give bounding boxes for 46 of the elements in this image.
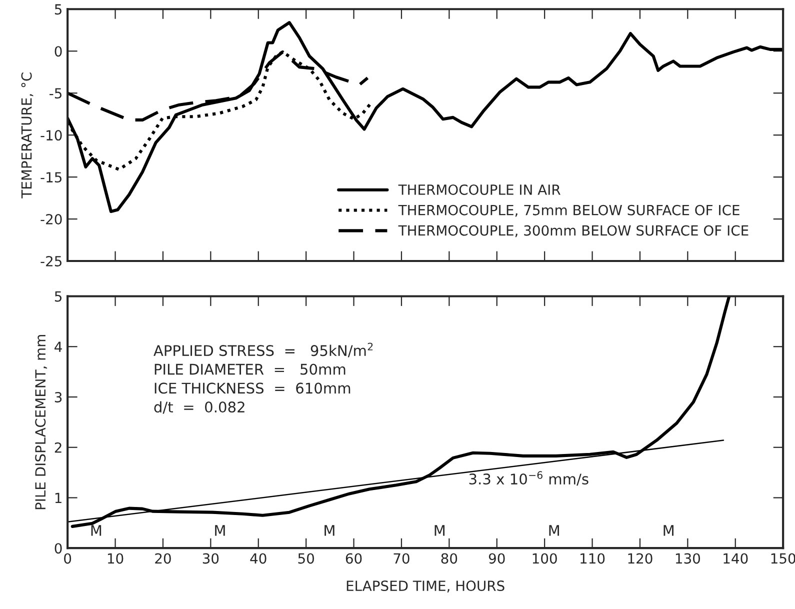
legend-label: THERMOCOUPLE IN AIR — [398, 184, 560, 195]
y-tick-label: -20 — [40, 214, 62, 224]
y-tick-label: 3 — [54, 392, 62, 402]
annotation: M — [91, 525, 102, 536]
annotation: M — [215, 525, 225, 536]
x-tick-label: 40 — [250, 553, 266, 564]
y-tick-label: 2 — [54, 442, 62, 453]
legend-label: THERMOCOUPLE, 75mm BELOW SURFACE OF ICE — [398, 204, 740, 217]
annotation: 3.3 x 10$^{−6}$ mm/s — [469, 471, 588, 486]
x-tick-label: 30 — [202, 553, 219, 564]
x-tick-label: 80 — [441, 553, 458, 564]
annotation: d/t = 0.082 — [154, 401, 244, 414]
annotation: M — [664, 525, 674, 536]
annotation: APPLIED STRESS = 95kN/m$^{2}$ — [154, 342, 373, 358]
x-tick-label: 0 — [64, 553, 72, 564]
x-tick-label: 90 — [488, 553, 505, 564]
x-tick-label: 60 — [346, 553, 362, 564]
y-tick-label: -25 — [40, 256, 62, 266]
y-tick-label: -5 — [50, 88, 62, 99]
x-tick-label: 100 — [532, 553, 557, 564]
annotation: M — [549, 525, 559, 536]
y-tick-label: 4 — [54, 342, 62, 352]
y-tick-label: 5 — [54, 291, 62, 302]
y-axis-title: PILE DISPLACEMENT, mm — [35, 335, 48, 510]
x-tick-label: 120 — [628, 553, 652, 564]
x-tick-label: 150 — [771, 553, 795, 564]
y-tick-label: 0 — [54, 46, 62, 57]
x-tick-label: 10 — [108, 553, 124, 564]
x-tick-label: 50 — [298, 553, 314, 564]
annotation: M — [434, 525, 444, 536]
y-tick-label: -10 — [40, 130, 62, 141]
annotation: M — [324, 525, 334, 536]
y-tick-label: 5 — [54, 4, 62, 15]
y-tick-label: 1 — [55, 492, 62, 504]
x-tick-label: 140 — [724, 553, 748, 564]
legend-label: THERMOCOUPLE, 300mm BELOW SURFACE OF ICE — [398, 225, 748, 238]
x-tick-label: 110 — [580, 553, 605, 564]
y-tick-label: 0 — [54, 543, 62, 554]
y-axis-title: TEMPERATURE, °C — [21, 72, 34, 198]
x-tick-label: 70 — [394, 553, 410, 564]
x-tick-label: 20 — [155, 553, 171, 564]
y-tick-label: -15 — [40, 172, 62, 183]
annotation: PILE DIAMETER = 50mm — [154, 364, 346, 375]
x-tick-label: 130 — [676, 553, 700, 564]
x-axis-title: ELAPSED TIME, HOURS — [346, 580, 504, 592]
annotation: ICE THICKNESS = 610mm — [154, 382, 350, 394]
